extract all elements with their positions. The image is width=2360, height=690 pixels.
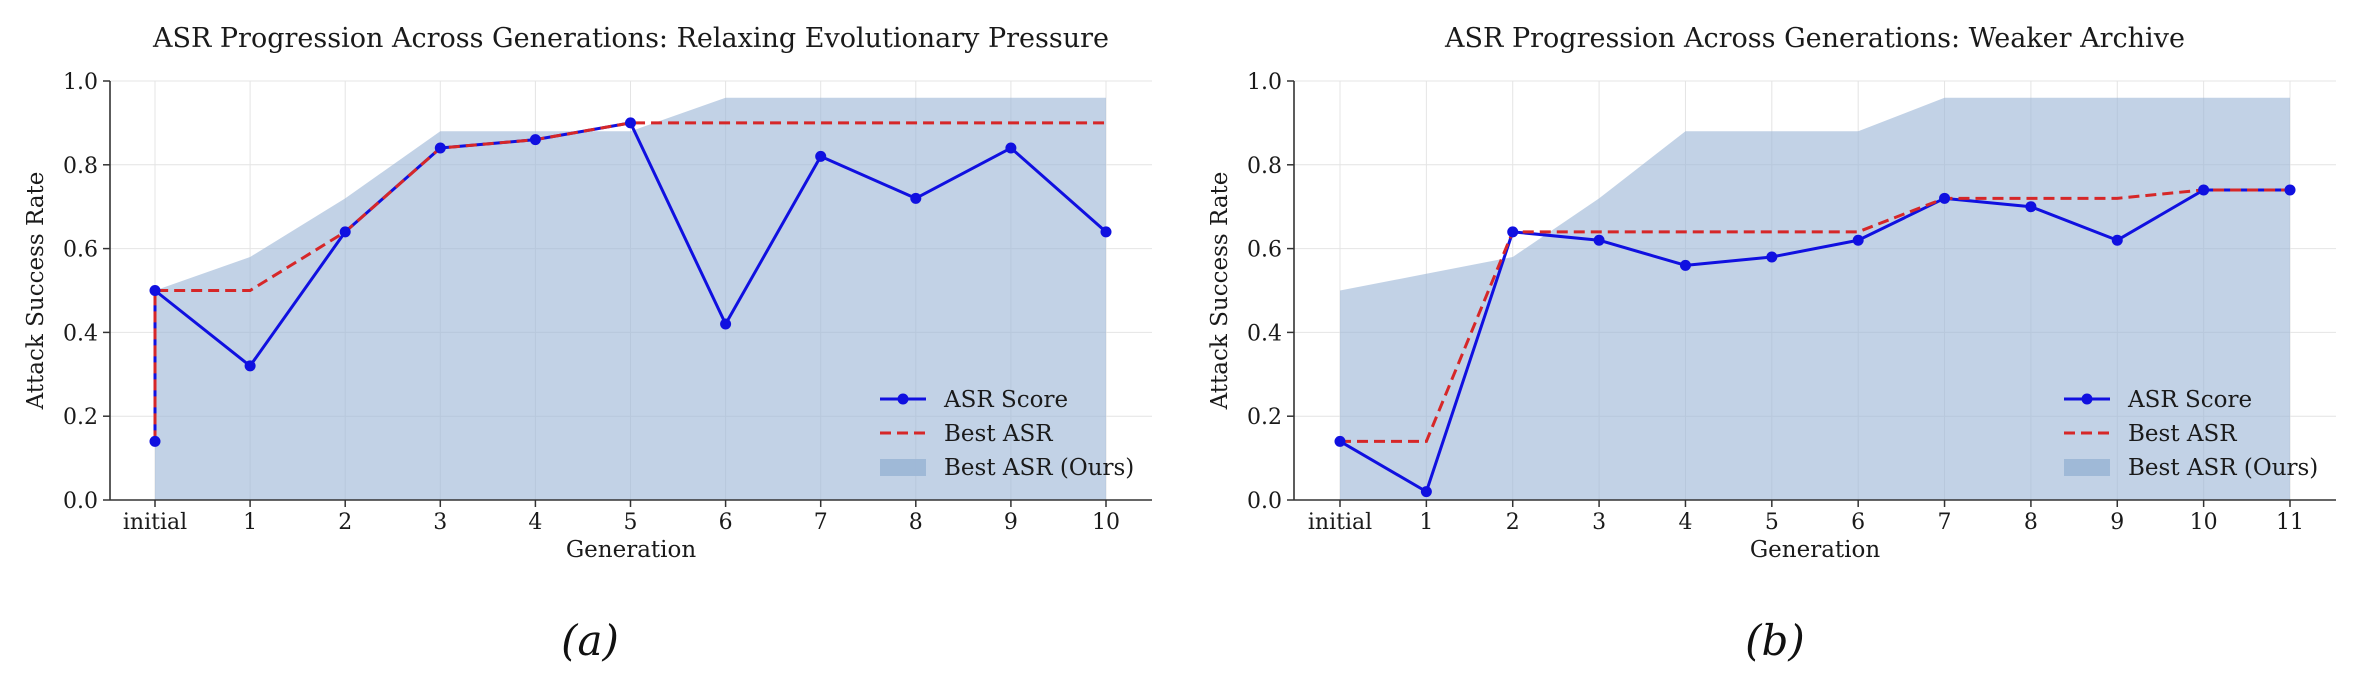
line-best-asr bbox=[1340, 188, 2290, 443]
legend-label: Best ASR bbox=[2128, 421, 2237, 447]
x-tick-label: 1 bbox=[243, 510, 257, 535]
marker-asr-score bbox=[1334, 435, 1346, 447]
x-tick-label: initial bbox=[123, 510, 187, 535]
chart-a: 0.0 0.2 0.4 0.6 0.8 1.0 initial 1 2 3 4 5 6 7 8 9 10 Gene… bbox=[23, 23, 1152, 665]
x-tick-label: 9 bbox=[2110, 510, 2124, 535]
y-tick-label: 0.0 bbox=[1247, 489, 1282, 514]
y-tick-label: 0.8 bbox=[1247, 154, 1282, 179]
x-tick-label: 11 bbox=[2276, 510, 2304, 535]
y-axis-label: Attack Success Rate bbox=[1207, 172, 1233, 411]
y-tick-label: 0.0 bbox=[63, 489, 98, 514]
legend-marker-asr-score bbox=[897, 393, 909, 405]
x-tick-label: 7 bbox=[1938, 510, 1952, 535]
y-tick-label: 0.2 bbox=[1247, 405, 1282, 430]
line-asr-score bbox=[153, 121, 1107, 442]
subfigure-caption: (b) bbox=[1745, 616, 1805, 665]
line-asr-score bbox=[1339, 188, 2290, 494]
x-tick-label: 3 bbox=[1592, 510, 1606, 535]
y-tick-label: 0.6 bbox=[63, 238, 98, 263]
x-tick-label: 1 bbox=[1419, 510, 1433, 535]
x-tick-label: 6 bbox=[719, 510, 733, 535]
legend-swatch-best-asr-ours bbox=[2064, 459, 2110, 476]
x-tick-label: 8 bbox=[909, 510, 923, 535]
x-tick-label: 8 bbox=[2024, 510, 2038, 535]
marker-asr-score bbox=[149, 285, 161, 296]
y-tick-label: 1.0 bbox=[1247, 70, 1282, 95]
y-tick-label: 0.2 bbox=[63, 405, 98, 430]
subfigure-caption: (a) bbox=[561, 616, 619, 665]
marker-asr-score bbox=[2198, 184, 2210, 196]
x-tick-label: 2 bbox=[338, 510, 352, 535]
area-best-asr-ours bbox=[155, 97, 1106, 500]
chart-title: ASR Progression Across Generations: Rela… bbox=[152, 23, 1109, 54]
y-axis-label: Attack Success Rate bbox=[23, 172, 49, 411]
y-tick-label: 0.8 bbox=[63, 154, 98, 179]
x-tick-label: 5 bbox=[624, 510, 638, 535]
marker-asr-score bbox=[2284, 184, 2296, 196]
marker-asr-score bbox=[1679, 259, 1691, 271]
marker-asr-score bbox=[1852, 234, 1864, 246]
marker-asr-score bbox=[2025, 201, 2037, 213]
legend: ASR Score Best ASR Best ASR (Ours) bbox=[2064, 387, 2318, 481]
x-axis-label: Generation bbox=[1750, 537, 1881, 563]
x-tick-label: 4 bbox=[1678, 510, 1692, 535]
marker-asr-score bbox=[434, 142, 446, 154]
legend-label: ASR Score bbox=[2127, 387, 2252, 413]
marker-asr-score bbox=[339, 226, 351, 238]
legend-swatch-best-asr-ours bbox=[880, 459, 926, 476]
line-best-asr bbox=[153, 121, 1106, 442]
y-tick-label: 1.0 bbox=[63, 70, 98, 95]
x-tick-label: 2 bbox=[1506, 510, 1520, 535]
legend-label: Best ASR (Ours) bbox=[2128, 455, 2318, 481]
x-tick-label: 3 bbox=[433, 510, 447, 535]
legend-marker-asr-score bbox=[2081, 393, 2093, 405]
x-tick-label: 10 bbox=[2190, 510, 2218, 535]
legend: ASR Score Best ASR Best ASR (Ours) bbox=[880, 387, 1134, 481]
legend-label: ASR Score bbox=[943, 387, 1068, 413]
marker-asr-score bbox=[1100, 226, 1112, 238]
y-tick-label: 0.6 bbox=[1247, 238, 1282, 263]
x-tick-label: 5 bbox=[1765, 510, 1779, 535]
marker-asr-score bbox=[1939, 192, 1951, 204]
marker-asr-score bbox=[625, 117, 636, 129]
marker-asr-score bbox=[529, 134, 541, 146]
x-tick-label: 6 bbox=[1851, 510, 1865, 535]
marker-asr-score bbox=[1507, 226, 1519, 238]
chart-b: 0.0 0.2 0.4 0.6 0.8 1.0 initial 1 2 3 4 5 6 7 8 9 10 11 Ge… bbox=[1207, 23, 2336, 665]
marker-asr-score bbox=[910, 192, 922, 204]
marker-asr-score bbox=[149, 435, 161, 447]
marker-asr-score bbox=[2111, 234, 2123, 246]
x-tick-label: 10 bbox=[1092, 510, 1120, 535]
marker-asr-score bbox=[1766, 251, 1778, 263]
y-tick-label: 0.4 bbox=[63, 321, 98, 346]
marker-asr-score bbox=[720, 318, 732, 330]
x-tick-label: initial bbox=[1308, 510, 1372, 535]
chart-title: ASR Progression Across Generations: Weak… bbox=[1444, 23, 2185, 54]
x-tick-label: 9 bbox=[1004, 510, 1018, 535]
marker-asr-score bbox=[1420, 486, 1432, 498]
marker-asr-score bbox=[815, 150, 827, 162]
marker-asr-score bbox=[1005, 142, 1017, 154]
x-tick-label: 7 bbox=[814, 510, 828, 535]
legend-label: Best ASR (Ours) bbox=[944, 455, 1134, 481]
legend-label: Best ASR bbox=[944, 421, 1053, 447]
x-axis-label: Generation bbox=[566, 537, 697, 563]
marker-asr-score bbox=[1593, 234, 1605, 246]
marker-asr-score bbox=[244, 360, 256, 372]
y-tick-label: 0.4 bbox=[1247, 321, 1282, 346]
x-tick-label: 4 bbox=[528, 510, 542, 535]
